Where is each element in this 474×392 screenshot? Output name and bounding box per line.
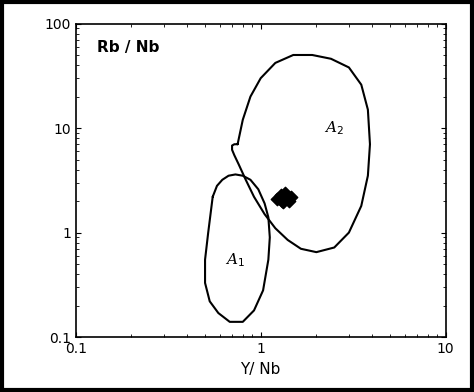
Point	[279, 199, 287, 205]
Text: A$_2$: A$_2$	[324, 119, 344, 137]
Text: A$_1$: A$_1$	[226, 251, 246, 269]
Point	[277, 192, 284, 198]
Point	[278, 198, 285, 204]
Point	[282, 195, 290, 201]
X-axis label: Y/ Nb: Y/ Nb	[240, 361, 281, 377]
Point	[287, 194, 294, 200]
Point	[285, 198, 292, 204]
Point	[281, 190, 289, 196]
Point	[273, 196, 281, 202]
Text: Rb / Nb: Rb / Nb	[97, 40, 159, 55]
